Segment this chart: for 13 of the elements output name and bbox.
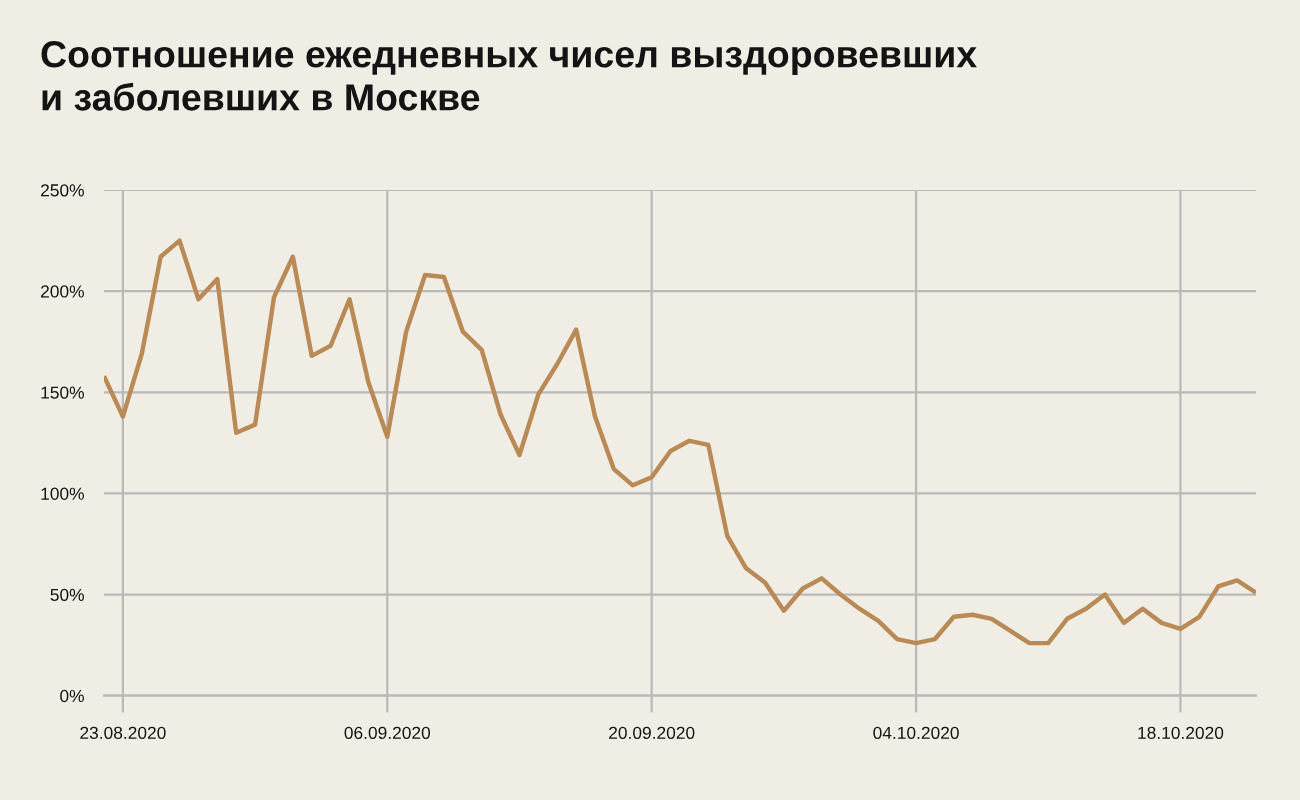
y-tick-label: 50% bbox=[50, 588, 84, 602]
y-tick-label: 150% bbox=[41, 386, 84, 399]
y-tick-label: 0% bbox=[60, 689, 84, 703]
y-tick-label: 250% bbox=[41, 184, 84, 197]
x-tick-label: 23.08.2020 bbox=[80, 726, 166, 740]
y-tick-label: 100% bbox=[41, 487, 84, 500]
x-tick-label: 18.10.2020 bbox=[1138, 726, 1224, 740]
chart-title: Соотношение ежедневных чисел выздоровевших и заболевших в Москве bbox=[41, 40, 977, 111]
x-tick-label: 04.10.2020 bbox=[873, 726, 959, 740]
line-series bbox=[104, 238, 1256, 646]
y-tick-label: 200% bbox=[41, 285, 84, 298]
x-tick-label: 20.09.2020 bbox=[609, 726, 695, 740]
x-tick-label: 06.09.2020 bbox=[344, 726, 431, 740]
